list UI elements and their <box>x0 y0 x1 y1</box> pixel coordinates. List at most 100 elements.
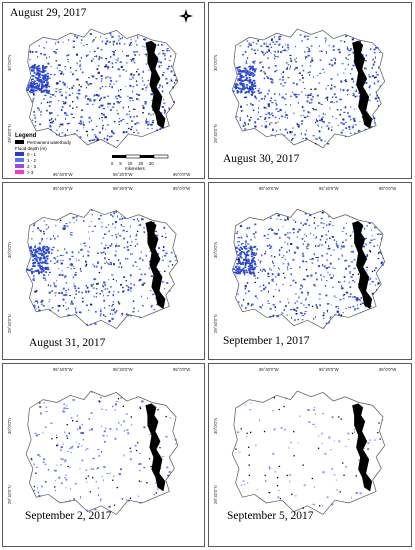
flood-pixel <box>248 89 251 92</box>
flood-pixel <box>113 51 115 54</box>
flood-pixel <box>342 241 344 243</box>
flood-pixel <box>112 35 114 37</box>
water-speck <box>248 454 250 456</box>
water-speck <box>325 97 327 99</box>
flood-pixel <box>77 97 79 100</box>
flood-pixel <box>112 294 115 297</box>
flood-pixel <box>326 252 328 255</box>
flood-pixel <box>92 457 95 460</box>
flood-pixel <box>42 64 44 67</box>
water-speck <box>136 71 138 73</box>
flood-pixel <box>157 44 159 47</box>
flood-pixel <box>95 292 98 295</box>
flood-pixel <box>112 223 114 225</box>
flood-pixel <box>130 78 132 80</box>
flood-pixel <box>306 275 309 277</box>
flood-pixel <box>36 85 39 87</box>
water-speck <box>110 263 112 265</box>
water-speck <box>274 256 276 258</box>
flood-pixel <box>326 496 329 499</box>
flood-pixel <box>51 290 53 292</box>
flood-pixel <box>103 96 106 99</box>
flood-pixel <box>82 438 84 441</box>
flood-pixel <box>296 307 299 309</box>
flood-pixel <box>51 129 53 131</box>
flood-pixel <box>38 264 41 267</box>
flood-pixel <box>260 45 263 47</box>
flood-pixel <box>316 236 317 238</box>
flood-pixel <box>111 50 113 52</box>
flood-pixel <box>239 225 242 227</box>
flood-pixel <box>97 467 99 469</box>
flood-pixel <box>98 58 100 61</box>
flood-pixel <box>55 88 58 90</box>
water-speck <box>128 127 130 130</box>
flood-pixel <box>31 82 34 85</box>
flood-pixel <box>307 304 310 306</box>
flood-pixel <box>40 229 42 233</box>
flood-pixel <box>42 80 44 83</box>
flood-pixel <box>248 260 250 262</box>
flood-pixel <box>345 291 349 294</box>
flood-pixel <box>248 247 251 249</box>
flood-pixel <box>243 247 246 250</box>
flood-pixel <box>74 273 77 276</box>
flood-pixel <box>116 109 118 112</box>
flood-pixel <box>161 90 164 93</box>
flood-pixel <box>45 271 48 273</box>
water-speck <box>65 102 67 104</box>
water-speck <box>260 69 262 72</box>
water-speck <box>315 245 317 247</box>
flood-pixel <box>109 41 111 43</box>
water-speck <box>137 442 139 444</box>
flood-pixel <box>368 86 371 89</box>
flood-pixel <box>62 81 64 84</box>
flood-pixel <box>95 125 98 127</box>
flood-pixel <box>250 44 252 47</box>
flood-pixel <box>247 46 249 48</box>
flood-pixel <box>26 269 29 271</box>
flood-pixel <box>314 88 317 91</box>
flood-pixel <box>267 105 270 108</box>
flood-pixel <box>268 491 270 493</box>
flood-pixel <box>317 124 319 126</box>
flood-pixel <box>46 266 49 269</box>
flood-pixel <box>294 220 297 223</box>
flood-pixel <box>313 486 315 488</box>
flood-pixel <box>345 127 348 129</box>
flood-pixel <box>361 54 364 56</box>
water-speck <box>92 477 94 479</box>
flood-pixel <box>125 257 127 260</box>
flood-pixel <box>33 254 36 256</box>
flood-pixel <box>280 83 282 85</box>
flood-pixel <box>101 291 103 293</box>
flood-pixel <box>34 89 37 92</box>
flood-pixel <box>237 237 240 239</box>
flood-map <box>231 28 386 149</box>
flood-pixel <box>266 238 269 239</box>
flood-pixel <box>65 487 67 489</box>
flood-pixel <box>288 249 290 252</box>
flood-pixel <box>103 247 106 250</box>
flood-pixel <box>91 209 93 211</box>
flood-pixel <box>245 123 247 126</box>
flood-pixel <box>380 237 382 240</box>
flood-pixel <box>311 57 314 59</box>
flood-pixel <box>33 489 36 492</box>
flood-pixel <box>345 135 347 137</box>
flood-pixel <box>142 259 144 262</box>
flood-pixel <box>292 137 294 140</box>
flood-pixel <box>250 90 253 92</box>
flood-pixel <box>127 54 129 57</box>
flood-pixel <box>69 264 71 266</box>
flood-pixel <box>46 83 49 85</box>
flood-pixel <box>302 243 304 245</box>
flood-pixel <box>267 275 270 277</box>
flood-pixel <box>368 74 370 76</box>
water-speck <box>329 237 331 239</box>
flood-pixel <box>33 110 35 113</box>
flood-pixel <box>46 91 49 93</box>
flood-pixel <box>43 53 46 56</box>
flood-pixel <box>169 260 172 263</box>
flood-pixel <box>294 293 297 295</box>
